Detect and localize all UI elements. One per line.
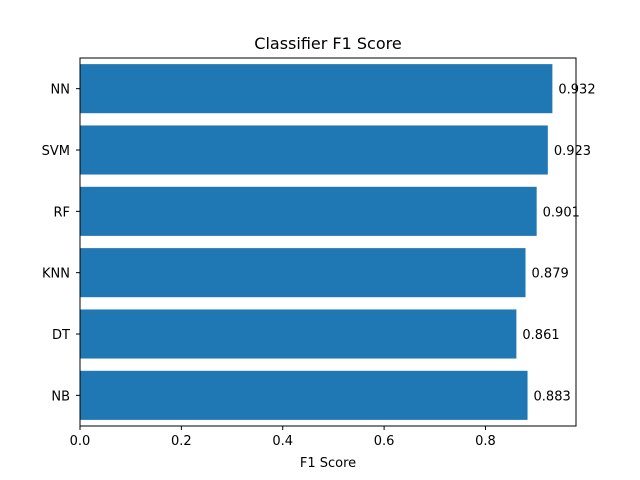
x-tick-label-0: 0.0 [70,434,91,449]
y-tick-label-nn: NN [51,83,70,98]
x-tick-label-4: 0.8 [475,434,496,449]
x-axis: 0.0 0.2 0.4 0.6 0.8 [70,426,496,449]
bar-knn [80,248,526,298]
data-label-nn: 0.932 [558,83,595,98]
bars-layer [80,64,553,420]
x-axis-title: F1 Score [300,456,356,471]
x-tick-label-2: 0.4 [272,434,293,449]
data-label-nb: 0.883 [534,389,571,404]
data-label-dt: 0.861 [522,328,559,343]
y-tick-label-svm: SVM [42,144,70,159]
y-axis: NN SVM RF KNN DT NB [42,83,80,404]
bar-rf [80,186,537,236]
x-tick-label-3: 0.6 [374,434,395,449]
data-label-svm: 0.923 [554,144,591,159]
x-tick-label-1: 0.2 [171,434,192,449]
y-tick-label-dt: DT [52,328,70,343]
y-tick-label-rf: RF [53,205,70,220]
data-label-rf: 0.901 [543,205,580,220]
bar-nn [80,64,553,114]
data-labels-layer: 0.932 0.923 0.901 0.879 0.861 0.883 [522,83,595,405]
y-tick-label-nb: NB [51,389,70,404]
bar-svm [80,125,548,175]
data-label-knn: 0.879 [532,267,569,282]
plot-frame [79,57,577,427]
y-tick-label-knn: KNN [42,267,70,282]
chart-title: Classifier F1 Score [254,34,401,53]
bar-nb [80,370,528,420]
bar-dt [80,309,517,359]
